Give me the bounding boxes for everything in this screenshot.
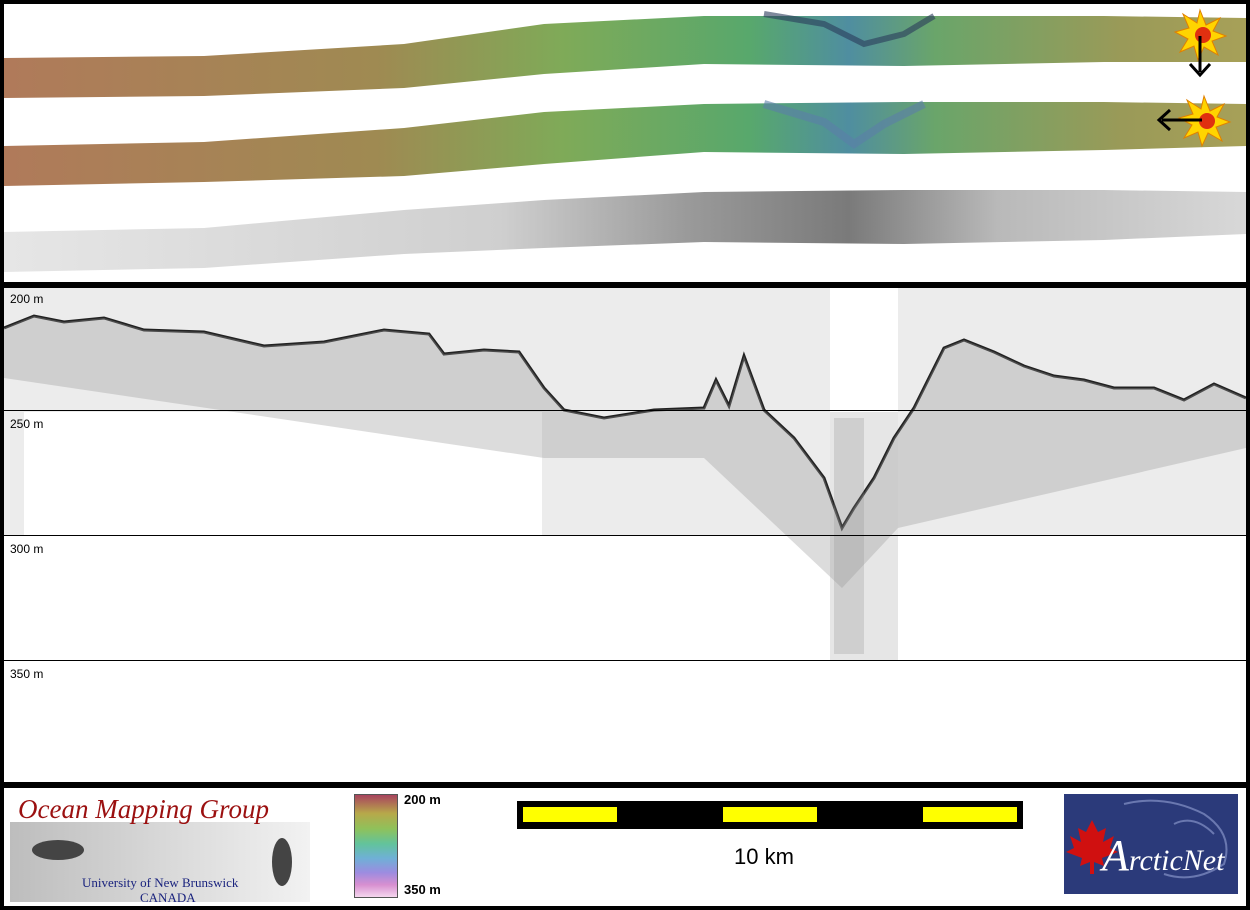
depth-label-300: 300 m — [10, 542, 44, 556]
ocean-mapping-group-logo: Ocean Mapping Group University of New Br… — [10, 792, 310, 905]
arrow-left-icon — [1156, 108, 1202, 132]
arcticnet-rest: rcticNet — [1128, 844, 1225, 877]
arcticnet-initial: A — [1102, 831, 1129, 880]
depth-gridline-300 — [4, 535, 1246, 536]
seabed-profile-line — [4, 314, 1246, 532]
subbottom-echogram — [4, 288, 1246, 660]
sun-icon — [1177, 94, 1232, 148]
maple-leaf-icon — [1066, 820, 1118, 874]
scalebar-segment — [523, 807, 617, 822]
colorbar-top-label: 200 m — [404, 792, 441, 807]
arcticnet-logo-graphic — [1064, 794, 1238, 894]
colorbar-bottom-label: 350 m — [404, 882, 441, 897]
sidescan-backscatter-strip — [4, 190, 1246, 272]
arcticnet-logo: ArcticNet — [1064, 794, 1238, 894]
scalebar-label: 10 km — [734, 844, 794, 869]
depth-label-350: 350 m — [10, 667, 44, 681]
depth-gridline-250 — [4, 410, 1246, 411]
sun-icon — [1173, 8, 1228, 62]
omg-title: Ocean Mapping Group — [18, 794, 269, 824]
swath-map-panel — [4, 4, 1246, 282]
sun-illuminated-bathymetry-strip-middle — [4, 102, 1246, 186]
depth-colorbar — [354, 794, 398, 898]
arrow-down-icon — [1188, 36, 1212, 78]
legend-panel: Ocean Mapping Group University of New Br… — [4, 788, 1246, 906]
arcticnet-wordmark: ArcticNet — [1102, 830, 1224, 881]
swath-map-strips — [4, 8, 1246, 272]
sun-illuminated-bathymetry-strip-top — [4, 16, 1246, 98]
depth-label-250: 250 m — [10, 417, 44, 431]
distance-scalebar — [517, 801, 1023, 829]
scalebar-segment — [923, 807, 1017, 822]
omg-country: CANADA — [140, 890, 196, 905]
omg-logo-graphic — [10, 822, 310, 902]
depth-label-200: 200 m — [10, 292, 44, 306]
scalebar-segment — [723, 807, 817, 822]
depth-gridline-350 — [4, 660, 1246, 661]
omg-university: University of New Brunswick — [82, 875, 239, 890]
subbottom-profile-panel: 200 m 250 m 300 m 350 m — [4, 288, 1246, 782]
